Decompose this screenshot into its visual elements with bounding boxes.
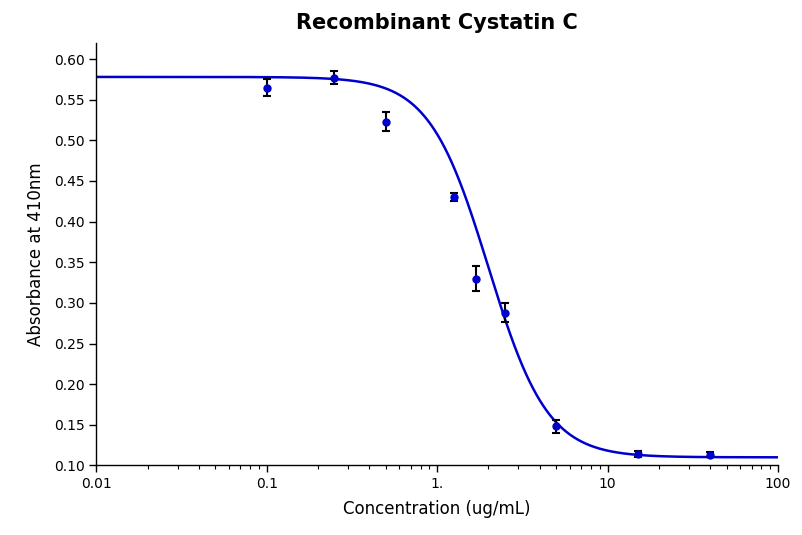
Y-axis label: Absorbance at 410nm: Absorbance at 410nm xyxy=(27,162,46,346)
Title: Recombinant Cystatin C: Recombinant Cystatin C xyxy=(296,13,578,33)
X-axis label: Concentration (ug/mL): Concentration (ug/mL) xyxy=(343,500,531,517)
